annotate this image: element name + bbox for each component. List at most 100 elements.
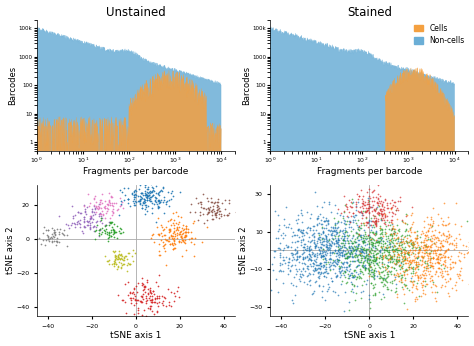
- Point: [134, 298, 141, 303]
- Point: [259, 276, 267, 282]
- Point: [340, 237, 348, 243]
- Point: [82, 209, 89, 215]
- Point: [405, 243, 413, 248]
- Point: [328, 230, 336, 236]
- Point: [435, 230, 443, 235]
- Point: [401, 233, 409, 239]
- Point: [441, 254, 449, 260]
- Point: [325, 256, 333, 262]
- Point: [221, 207, 229, 212]
- Point: [420, 243, 428, 248]
- Point: [109, 209, 116, 214]
- Point: [402, 211, 410, 217]
- Point: [367, 246, 375, 251]
- Point: [356, 262, 363, 267]
- Point: [353, 274, 361, 280]
- Point: [324, 227, 331, 233]
- Point: [392, 261, 400, 266]
- Point: [45, 237, 53, 242]
- Point: [416, 247, 423, 253]
- Point: [94, 204, 102, 209]
- Point: [414, 262, 421, 267]
- Point: [161, 232, 169, 237]
- Point: [86, 203, 93, 209]
- Point: [458, 277, 466, 283]
- Point: [361, 255, 368, 261]
- Point: [130, 192, 138, 197]
- Legend: Cells, Non-cells: Cells, Non-cells: [414, 24, 465, 45]
- Point: [409, 239, 416, 244]
- Point: [427, 221, 434, 227]
- Point: [365, 201, 373, 207]
- Point: [412, 236, 419, 242]
- Point: [384, 263, 392, 269]
- Point: [359, 249, 367, 254]
- Point: [417, 231, 424, 236]
- Point: [285, 256, 292, 261]
- Point: [109, 203, 117, 209]
- Point: [293, 232, 301, 238]
- Point: [433, 256, 440, 261]
- Y-axis label: Barcodes: Barcodes: [242, 66, 251, 105]
- Point: [310, 234, 318, 240]
- Point: [402, 248, 410, 254]
- Point: [167, 290, 174, 295]
- Point: [401, 251, 409, 256]
- Point: [413, 264, 421, 269]
- Point: [143, 202, 150, 208]
- Point: [390, 210, 397, 216]
- Point: [152, 199, 160, 205]
- Point: [394, 236, 401, 242]
- Point: [86, 216, 94, 222]
- Point: [323, 241, 330, 247]
- Point: [141, 283, 148, 289]
- Point: [445, 221, 452, 227]
- Point: [126, 262, 133, 267]
- Point: [157, 230, 164, 236]
- Point: [407, 247, 414, 253]
- Point: [440, 254, 447, 260]
- Point: [175, 220, 183, 225]
- Point: [419, 239, 427, 245]
- Point: [348, 245, 356, 251]
- Point: [365, 265, 372, 271]
- Point: [398, 249, 405, 255]
- Point: [328, 263, 335, 268]
- Point: [346, 253, 353, 258]
- Point: [377, 215, 385, 221]
- Point: [350, 283, 357, 289]
- Point: [346, 251, 353, 257]
- Point: [76, 224, 83, 230]
- Point: [74, 209, 82, 215]
- Point: [374, 251, 381, 256]
- Point: [95, 233, 103, 238]
- Point: [337, 227, 344, 233]
- Point: [306, 240, 314, 245]
- Point: [425, 229, 432, 234]
- Point: [294, 212, 302, 218]
- Point: [342, 229, 349, 235]
- Point: [373, 223, 380, 228]
- Point: [163, 174, 170, 180]
- Point: [379, 238, 387, 244]
- Point: [345, 263, 353, 268]
- Point: [368, 242, 375, 247]
- Point: [364, 259, 371, 264]
- Point: [148, 299, 156, 304]
- Point: [93, 209, 100, 215]
- Point: [452, 282, 459, 288]
- Point: [392, 261, 400, 267]
- Point: [104, 229, 111, 234]
- Point: [358, 255, 366, 261]
- Point: [142, 192, 149, 198]
- Point: [350, 274, 357, 280]
- Point: [299, 237, 307, 243]
- Point: [347, 248, 355, 254]
- Point: [331, 270, 339, 275]
- Point: [95, 204, 103, 210]
- Point: [289, 254, 296, 260]
- Point: [395, 262, 402, 268]
- Point: [98, 209, 106, 214]
- Point: [359, 193, 366, 199]
- Point: [371, 207, 378, 212]
